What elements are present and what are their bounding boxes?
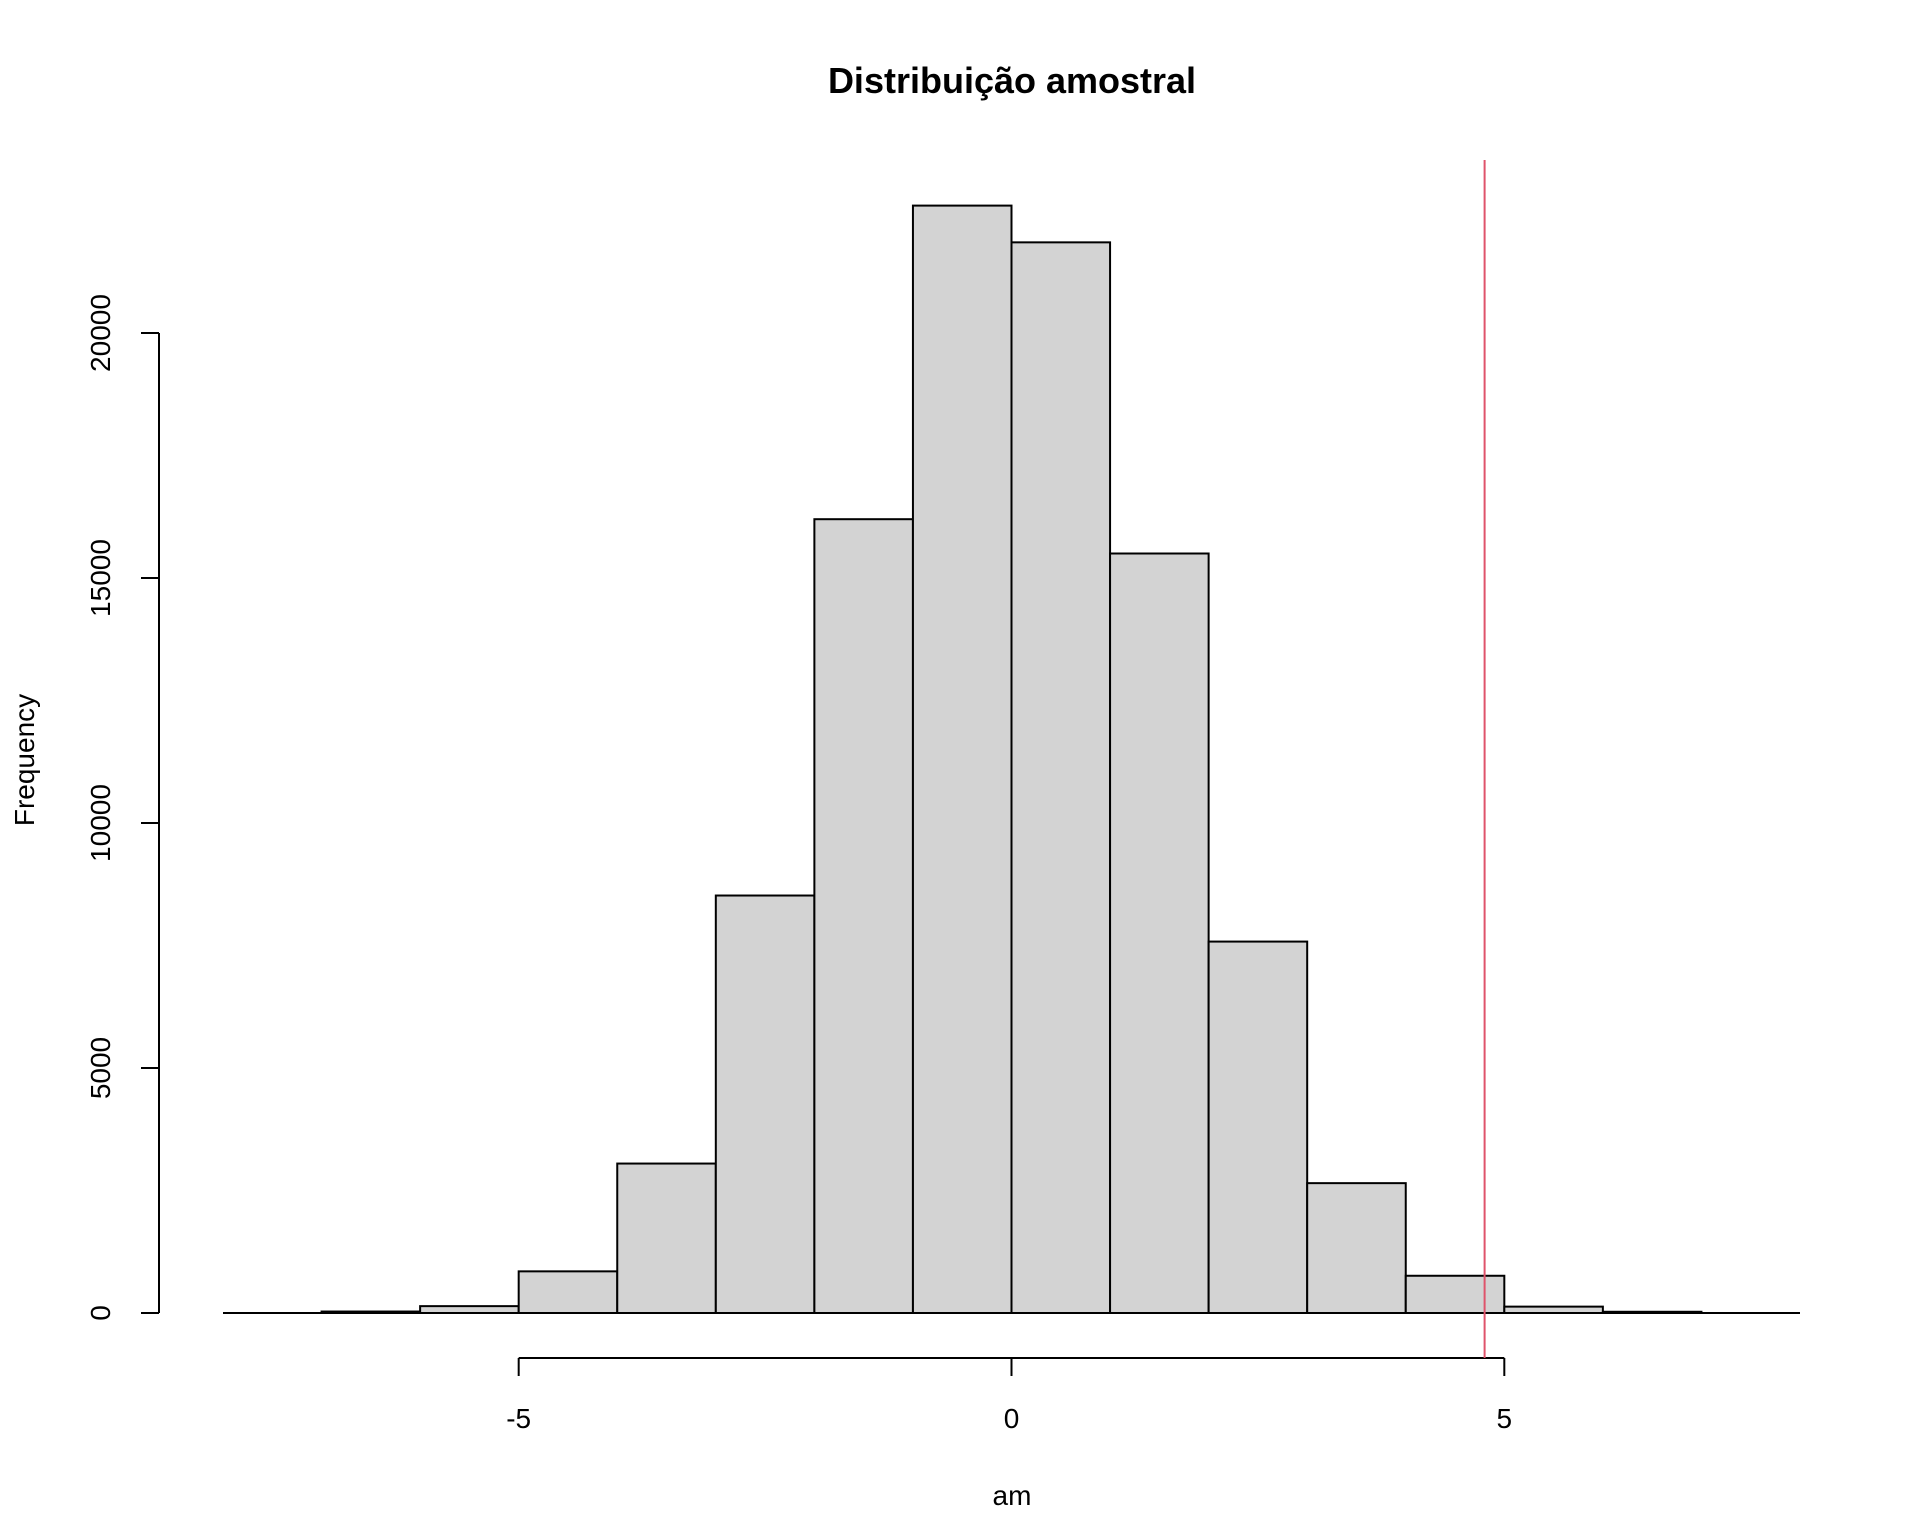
histogram-bar bbox=[1306, 1182, 1407, 1315]
histogram-bar bbox=[616, 1162, 717, 1315]
histogram-bar bbox=[1207, 940, 1309, 1315]
x-tick-label: 5 bbox=[1497, 1403, 1513, 1434]
y-axis: 0 5000 10000 15000 20000 bbox=[85, 294, 160, 1321]
y-tick-label: 10000 bbox=[85, 784, 116, 862]
histogram-bar bbox=[714, 894, 816, 1315]
histogram-bar bbox=[419, 1305, 520, 1315]
histogram-bar bbox=[1109, 552, 1210, 1314]
histogram-bar bbox=[1404, 1274, 1506, 1315]
x-tick-label: -5 bbox=[506, 1403, 531, 1434]
histogram-bar bbox=[911, 204, 1013, 1315]
x-axis: -5 0 5 bbox=[506, 1357, 1513, 1434]
y-tick-label: 15000 bbox=[85, 539, 116, 617]
y-tick-label: 0 bbox=[85, 1305, 116, 1321]
y-tick-label: 5000 bbox=[85, 1037, 116, 1099]
y-tick-label: 20000 bbox=[85, 294, 116, 372]
x-tick-label: 0 bbox=[1004, 1403, 1020, 1434]
y-axis-label: Frequency bbox=[9, 694, 40, 826]
chart-title: Distribuição amostral bbox=[828, 60, 1196, 101]
histogram-bar bbox=[1010, 241, 1112, 1315]
histogram-bar bbox=[517, 1270, 619, 1314]
x-axis-label: am bbox=[993, 1480, 1032, 1511]
histogram-bars bbox=[223, 204, 1800, 1315]
histogram-bar bbox=[813, 518, 914, 1314]
